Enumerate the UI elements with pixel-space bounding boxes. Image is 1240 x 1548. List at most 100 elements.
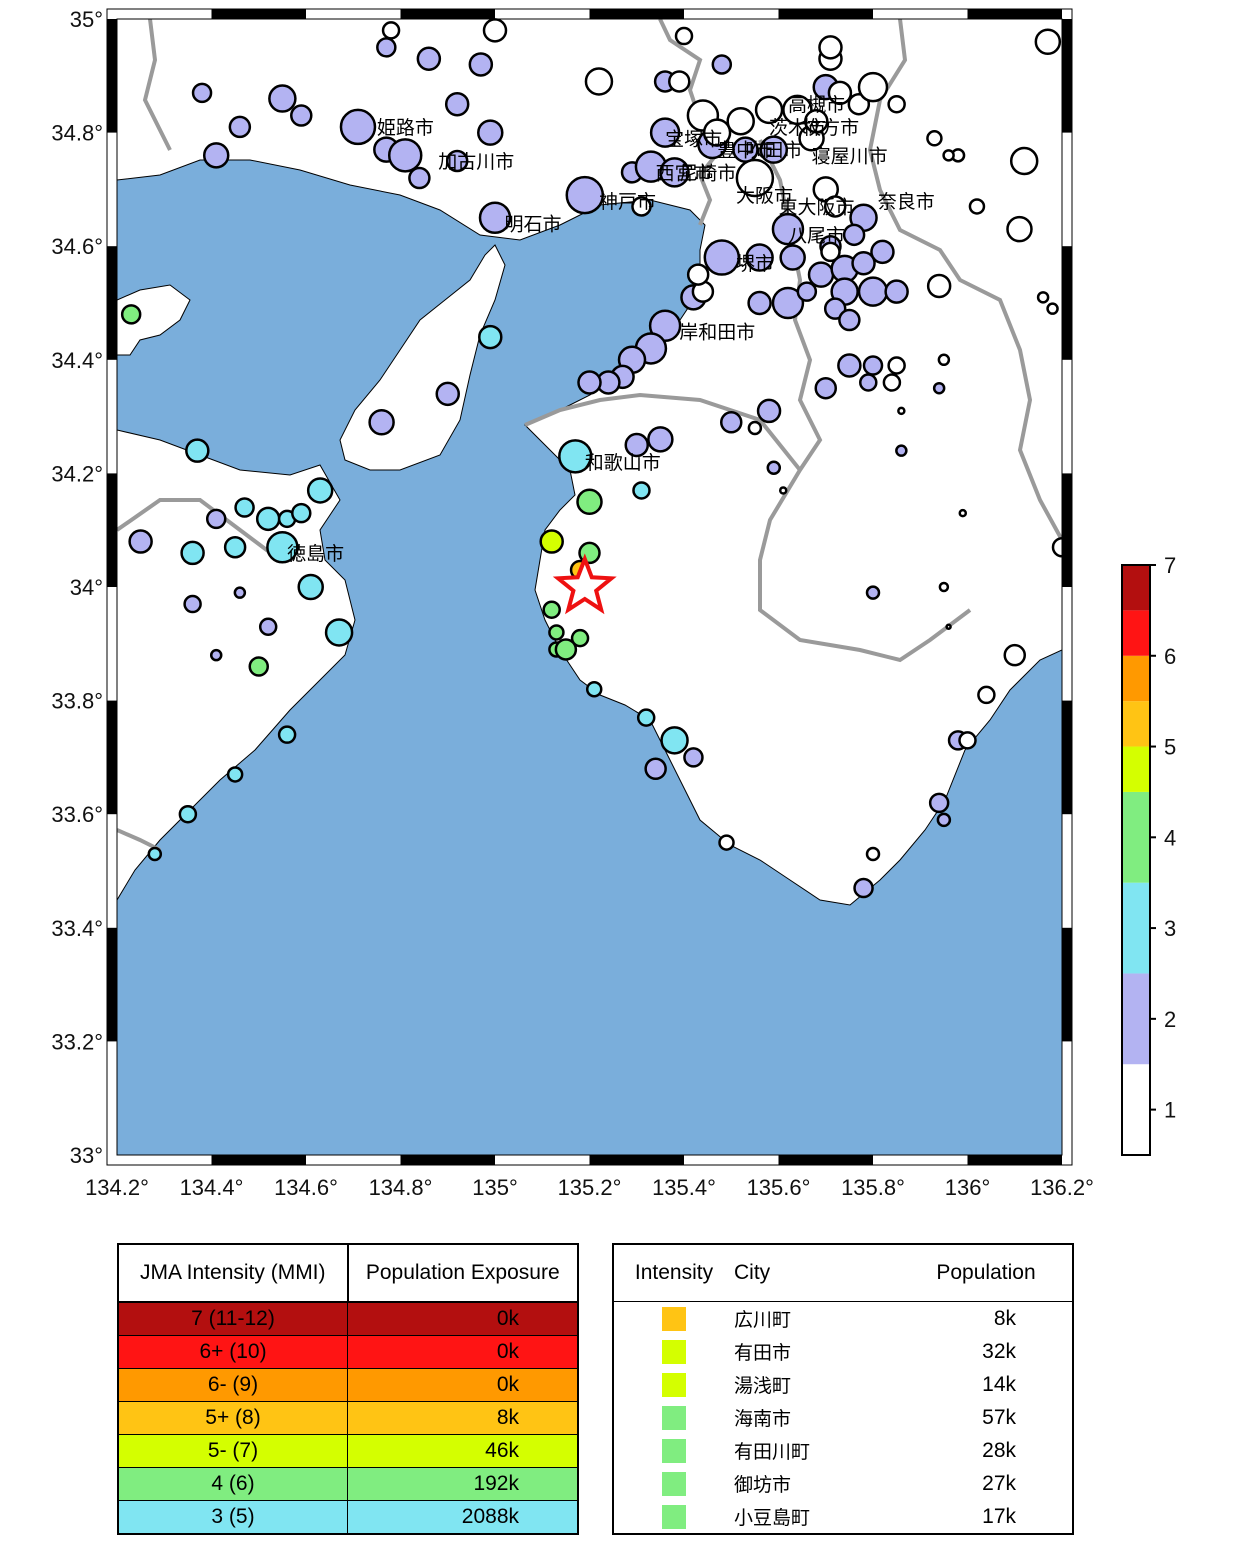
station-marker — [932, 381, 946, 395]
colorbar-label: 7 — [1164, 553, 1176, 578]
station-marker — [120, 304, 142, 325]
station-marker — [482, 18, 508, 43]
exposure-row: 5+ (8) 8k — [117, 1401, 579, 1435]
colorbar-label: 1 — [1164, 1098, 1176, 1123]
station-marker — [539, 529, 564, 554]
station-marker — [747, 420, 763, 436]
station-marker — [577, 370, 602, 395]
lat-tick-label: 34.8° — [51, 121, 103, 146]
station-marker — [818, 35, 843, 60]
station-marker — [674, 26, 694, 46]
station-marker — [958, 508, 968, 518]
station-marker — [339, 108, 377, 146]
intensity-map: 姫路市 加古川市 明石市 神戸市 宝塚市 豊中市 西宮市 尼崎市 吹田市 茨木市 高槻市 枚方市 寝屋川… — [51, 7, 1176, 1200]
frame-segment — [1062, 19, 1072, 133]
frame-segment — [1062, 927, 1072, 1042]
station-marker — [853, 877, 874, 899]
station-marker — [814, 376, 837, 400]
station-marker — [754, 95, 784, 125]
station-marker — [926, 130, 943, 147]
colorbar-label: 4 — [1164, 825, 1176, 850]
station-marker — [857, 71, 889, 103]
frame-segment — [107, 700, 117, 815]
station-marker — [649, 117, 681, 148]
frame-segment — [589, 9, 684, 19]
exposure-level: 5+ (8) — [117, 1401, 348, 1435]
colorbar-band — [1122, 746, 1150, 792]
boundary-line — [142, 19, 172, 151]
city-row: 小豆島町 17k — [613, 1500, 1073, 1534]
station-marker — [576, 488, 603, 516]
station-marker — [478, 201, 512, 235]
station-marker — [771, 212, 805, 246]
station-marker — [870, 239, 895, 265]
city-population: 28k — [982, 1438, 1016, 1462]
station-marker — [644, 757, 667, 781]
lon-tick-label: 134.8° — [369, 1175, 433, 1200]
colorbar-label: 6 — [1164, 644, 1176, 669]
exposure-level: 6- (9) — [117, 1368, 348, 1402]
station-marker — [895, 444, 908, 457]
frame-segment — [778, 1155, 873, 1165]
station-marker — [779, 244, 806, 271]
col-header-intensity: Intensity — [613, 1244, 734, 1302]
station-marker — [290, 104, 313, 127]
lon-tick-label: 134.2° — [85, 1175, 149, 1200]
station-marker — [838, 308, 861, 332]
station-marker — [570, 628, 590, 648]
lat-tick-label: 34.4° — [51, 348, 103, 373]
intensity-colorbar: 7 6 5 4 3 2 1 — [1121, 553, 1176, 1156]
station-marker — [584, 67, 614, 96]
city-label: 岸和田市 — [679, 321, 755, 343]
station-marker — [234, 497, 255, 518]
lon-tick-label: 135.2° — [558, 1175, 622, 1200]
station-marker — [202, 142, 230, 169]
station-marker — [554, 638, 578, 661]
station-marker — [1034, 28, 1062, 55]
station-marker — [542, 600, 561, 619]
colorbar-label: 3 — [1164, 916, 1176, 941]
city-population: 17k — [982, 1504, 1016, 1528]
city-name: 海南市 — [734, 1408, 792, 1430]
boundary-line — [117, 828, 161, 852]
exposure-row: 6- (9) 0k — [117, 1368, 579, 1402]
station-marker — [857, 276, 889, 307]
city-name: 有田川町 — [734, 1441, 811, 1463]
city-intensity — [613, 1335, 734, 1368]
city-label: 東大阪市 — [779, 196, 855, 218]
lat-tick-label: 33.2° — [51, 1029, 103, 1054]
city-label: 豊中市 — [717, 140, 774, 162]
station-marker — [851, 250, 876, 276]
station-marker — [668, 70, 691, 93]
station-marker — [223, 535, 247, 559]
city-label: 和歌山市 — [585, 452, 661, 474]
city-label: 堺市 — [736, 253, 774, 275]
exposure-population: 2088k — [347, 1500, 579, 1535]
col-header-intensity: JMA Intensity (MMI) — [117, 1243, 349, 1303]
city-name: 有田市 — [734, 1342, 792, 1364]
map-frame — [106, 8, 1073, 1166]
city-intensity — [613, 1434, 734, 1467]
exposure-row: 7 (11-12) 0k — [117, 1301, 579, 1336]
lon-tick-label: 134.4° — [180, 1175, 244, 1200]
station-marker — [820, 241, 841, 263]
station-marker — [926, 273, 952, 299]
city-label: 尼崎市 — [679, 162, 736, 184]
station-marker — [178, 804, 198, 824]
station-marker — [827, 80, 853, 106]
station-marker — [297, 573, 324, 601]
intensity-swatch — [662, 1438, 686, 1463]
intensity-swatch — [662, 1372, 686, 1397]
station-marker — [435, 381, 460, 407]
station-marker — [1009, 146, 1039, 176]
frame-segment — [967, 1155, 1062, 1165]
intensity-swatch — [662, 1405, 686, 1430]
city-intensity — [613, 1368, 734, 1401]
lon-tick-label: 135.6° — [747, 1175, 811, 1200]
lon-tick-label: 135.4° — [652, 1175, 716, 1200]
city-name: 小豆島町 — [734, 1507, 811, 1529]
city-label: 奈良市 — [878, 191, 935, 213]
station-marker — [778, 486, 788, 495]
station-marker — [884, 279, 909, 304]
